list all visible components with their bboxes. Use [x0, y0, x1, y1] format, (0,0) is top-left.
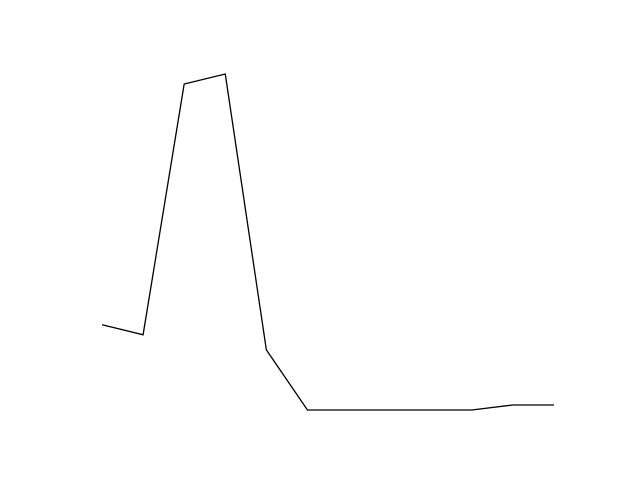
series-layer: [101, 73, 554, 411]
series-line-0: [101, 73, 554, 411]
